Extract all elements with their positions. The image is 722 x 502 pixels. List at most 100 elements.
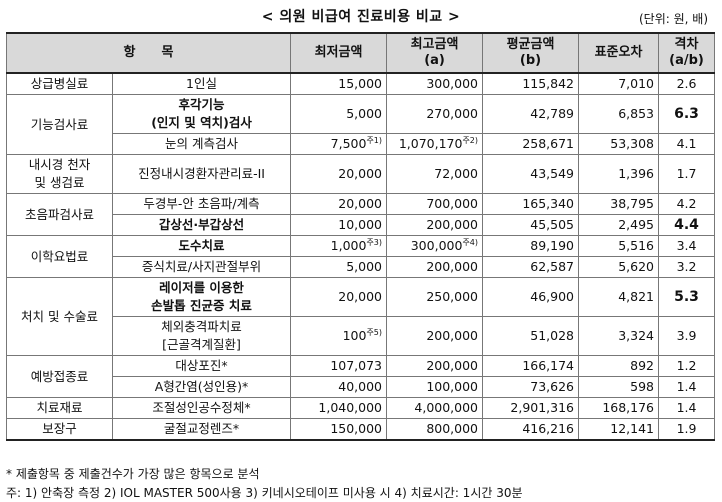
item-cell: 도수치료	[111, 235, 292, 257]
footnote-asterisk: * 제출항목 중 제출건수가 가장 많은 항목으로 분석	[6, 467, 260, 481]
max-cell: 200,000	[386, 316, 484, 356]
sd-cell: 3,324	[578, 316, 660, 356]
item-cell: 두경부-안 초음파/계측	[111, 193, 292, 215]
header-max: 최고금액 (a)	[386, 32, 484, 74]
min-cell: 10,000	[290, 214, 388, 236]
header-min: 최저금액	[290, 32, 388, 74]
sd-cell: 6,853	[578, 94, 660, 134]
min-cell: 1,040,000	[290, 397, 388, 419]
sd-cell: 2,495	[578, 214, 660, 236]
avg-cell: 2,901,316	[482, 397, 580, 419]
cost-comparison-table: 항 목 최저금액 최고금액 (a) 평균금액 (b) 표준오차 격차 (a/b) 상급…	[5, 32, 716, 441]
min-cell: 100주5)	[290, 316, 388, 356]
sd-cell: 12,141	[578, 418, 660, 441]
table-row: 보장구 굴절교정렌즈* 150,000 800,000 416,216 12,1…	[6, 418, 716, 441]
item-cell: 굴절교정렌즈*	[111, 418, 292, 441]
table-row: 치료재료 조절성인공수정체* 1,040,000 4,000,000 2,901…	[6, 397, 716, 419]
category-cell: 예방접종료	[6, 355, 113, 398]
table-row: 내시경 천자 및 생검료 진정내시경환자관리료-II 20,000 72,000 …	[6, 154, 716, 194]
header-ratio: 격차 (a/b)	[658, 32, 716, 74]
avg-cell: 45,505	[482, 214, 580, 236]
avg-cell: 42,789	[482, 94, 580, 134]
unit-note: (단위: 원, 배)	[638, 12, 708, 26]
footnote-marker: 주3)	[366, 237, 383, 247]
min-cell: 150,000	[290, 418, 388, 441]
page-title: < 의원 비급여 진료비용 비교 >	[261, 9, 461, 25]
ratio-cell: 1.2	[658, 355, 716, 377]
table-row: 예방접종료 대상포진* 107,073 200,000 166,174 892 …	[6, 355, 716, 398]
avg-cell: 258,671	[482, 133, 580, 155]
sd-cell: 53,308	[578, 133, 660, 155]
ratio-cell: 1.4	[658, 397, 716, 419]
min-cell: 20,000	[290, 277, 388, 317]
header-avg: 평균금액 (b)	[482, 32, 580, 74]
avg-cell: 73,626	[482, 376, 580, 398]
avg-cell: 166,174	[482, 355, 580, 377]
item-cell: 눈의 계측검사	[111, 133, 292, 155]
category-cell: 기능검사료	[6, 94, 113, 155]
min-cell: 20,000	[290, 154, 388, 194]
table-row: 기능검사료 후각기능 (인지 및 역치)검사 5,000 270,000 42,7…	[6, 94, 716, 155]
min-cell: 40,000	[290, 376, 388, 398]
item-cell: A형간염(성인용)*	[111, 376, 292, 398]
category-cell: 치료재료	[6, 397, 113, 419]
table-row: 처치 및 수술료 레이저를 이용한 손발톱 진균증 치료 20,000 250,0…	[6, 277, 716, 356]
table-row: 이학요법료 도수치료 1,000주3) 300,000주4) 89,190 5,…	[6, 235, 716, 278]
max-cell: 700,000	[386, 193, 484, 215]
table-row: A형간염(성인용)* 40,000 100,000 73,626 598 1.4	[7, 376, 716, 398]
ratio-cell: 4.4	[658, 214, 716, 236]
max-cell: 72,000	[386, 154, 484, 194]
sd-cell: 38,795	[578, 193, 660, 215]
ratio-cell: 2.6	[658, 72, 716, 95]
footnote-marker: 주4)	[462, 237, 479, 247]
max-cell: 300,000주4)	[386, 235, 484, 257]
max-cell: 200,000	[386, 355, 484, 377]
min-cell: 5,000	[290, 94, 388, 134]
footnote-marker: 주2)	[462, 135, 479, 145]
avg-cell: 51,028	[482, 316, 580, 356]
item-cell: 진정내시경환자관리료-II	[111, 154, 292, 194]
table-row: 체외충격파치료 [근골격계질환] 100주5) 200,000 51,028 3,…	[7, 316, 716, 356]
header-item: 항 목	[5, 32, 292, 74]
sd-cell: 5,620	[578, 256, 660, 278]
ratio-cell: 5.3	[658, 277, 716, 317]
item-cell: 조절성인공수정체*	[111, 397, 292, 419]
avg-cell: 62,587	[482, 256, 580, 278]
min-cell: 7,500주1)	[290, 133, 388, 155]
ratio-cell: 1.4	[658, 376, 716, 398]
max-cell: 800,000	[386, 418, 484, 441]
min-cell: 20,000	[290, 193, 388, 215]
ratio-cell: 4.2	[658, 193, 716, 215]
sd-cell: 4,821	[578, 277, 660, 317]
footnote-notes: 주: 1) 안축장 측정 2) IOL MASTER 500사용 3) 키네시오…	[6, 486, 523, 500]
sd-cell: 7,010	[578, 72, 660, 95]
table-row: 증식치료/사지관절부위 5,000 200,000 62,587 5,620 3…	[7, 256, 716, 278]
category-cell: 처치 및 수술료	[6, 277, 113, 356]
avg-cell: 46,900	[482, 277, 580, 317]
avg-cell: 165,340	[482, 193, 580, 215]
table-row: 갑상선·부갑상선 10,000 200,000 45,505 2,495 4.4	[7, 214, 716, 236]
ratio-cell: 4.1	[658, 133, 716, 155]
category-cell: 상급병실료	[6, 72, 113, 95]
min-cell: 15,000	[290, 72, 388, 95]
item-cell: 레이저를 이용한 손발톱 진균증 치료	[111, 277, 292, 317]
footnote-marker: 주5)	[366, 327, 383, 337]
avg-cell: 416,216	[482, 418, 580, 441]
table-row: 상급병실료 1인실 15,000 300,000 115,842 7,010 2…	[6, 72, 716, 95]
max-cell: 250,000	[386, 277, 484, 317]
avg-cell: 43,549	[482, 154, 580, 194]
max-cell: 1,070,170주2)	[386, 133, 484, 155]
max-cell: 200,000	[386, 214, 484, 236]
max-cell: 100,000	[386, 376, 484, 398]
item-cell: 증식치료/사지관절부위	[111, 256, 292, 278]
min-cell: 1,000주3)	[290, 235, 388, 257]
item-cell: 대상포진*	[111, 355, 292, 377]
max-cell: 300,000	[386, 72, 484, 95]
max-cell: 4,000,000	[386, 397, 484, 419]
table-header-row: 항 목 최저금액 최고금액 (a) 평균금액 (b) 표준오차 격차 (a/b)	[5, 32, 716, 74]
max-cell: 270,000	[386, 94, 484, 134]
table-row: 눈의 계측검사 7,500주1) 1,070,170주2) 258,671 53…	[7, 133, 716, 155]
avg-cell: 115,842	[482, 72, 580, 95]
sd-cell: 598	[578, 376, 660, 398]
sd-cell: 5,516	[578, 235, 660, 257]
